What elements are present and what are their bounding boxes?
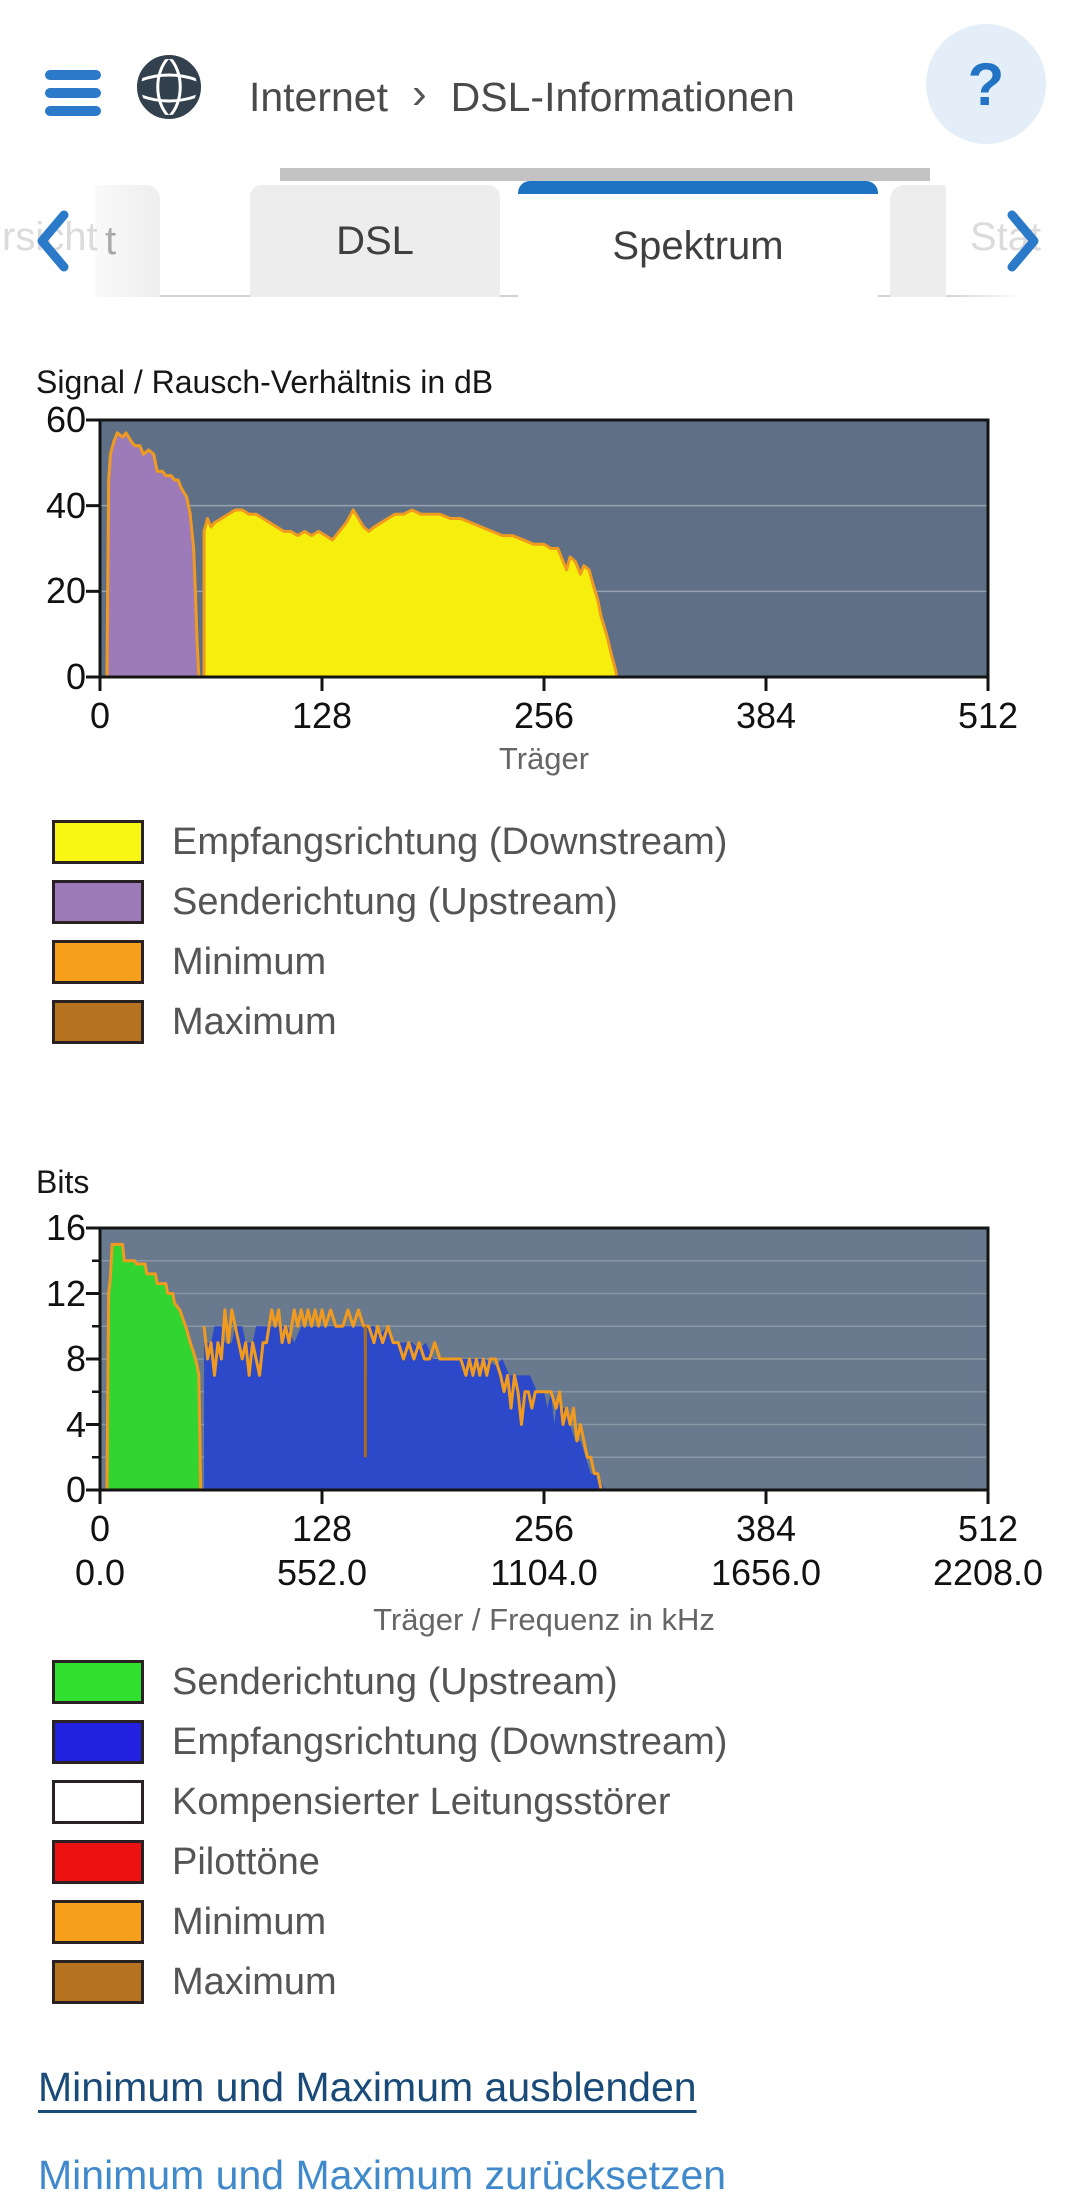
x-tick-label: 512 bbox=[957, 695, 1019, 736]
x-tick-label: 128 bbox=[291, 695, 353, 736]
bits-chart-title: Bits bbox=[36, 1164, 90, 1200]
tab-dsl[interactable]: DSL bbox=[250, 185, 500, 297]
legend-swatch bbox=[52, 1780, 144, 1824]
x-tick-label-frequency: 2208.0 bbox=[932, 1552, 1044, 1593]
bits-chart: 0 4 8 12 16 0 0.0 128 552.0 256 1104.0 384 1656.0 512… bbox=[0, 1207, 1080, 1648]
tabs-scroll-left-icon[interactable] bbox=[32, 209, 74, 278]
legend-item: Empfangsrichtung (Downstream) bbox=[52, 820, 727, 864]
y-tick-label: 20 bbox=[45, 570, 86, 612]
legend-label: Senderichtung (Upstream) bbox=[172, 880, 618, 923]
y-tick-label: 0 bbox=[65, 1469, 86, 1510]
legend-swatch bbox=[52, 880, 144, 924]
legend-label: Kompensierter Leitungsstörer bbox=[172, 1780, 671, 1823]
legend-item: Pilottöne bbox=[52, 1840, 727, 1884]
legend-label: Senderichtung (Upstream) bbox=[172, 1660, 618, 1703]
legend-item: Senderichtung (Upstream) bbox=[52, 880, 727, 924]
menu-hamburger-icon[interactable] bbox=[45, 70, 101, 116]
tab-scroll-fade-left: rsicht bbox=[0, 181, 165, 297]
tab-scrollbar[interactable] bbox=[280, 168, 930, 181]
x-tick-label-frequency: 1656.0 bbox=[710, 1552, 822, 1593]
legend-item: Empfangsrichtung (Downstream) bbox=[52, 1720, 727, 1764]
x-tick-label: 384 bbox=[735, 695, 797, 736]
legend-label: Maximum bbox=[172, 1960, 337, 2003]
legend-item: Kompensierter Leitungsstörer bbox=[52, 1780, 727, 1824]
x-tick-label-frequency: 0.0 bbox=[74, 1552, 126, 1593]
legend-swatch bbox=[52, 940, 144, 984]
snr-chart: 0 20 40 60 0 128 256 384 512 Träger bbox=[0, 399, 1080, 820]
x-axis-title: Träger / Frequenz in kHz bbox=[373, 1602, 715, 1637]
legend-swatch bbox=[52, 1840, 144, 1884]
legend-item: Maximum bbox=[52, 1960, 727, 2004]
x-tick-label: 256 bbox=[513, 695, 575, 736]
legend-item: Minimum bbox=[52, 1900, 727, 1944]
x-tick-label: 512 bbox=[957, 1508, 1019, 1549]
tab-strip: t DSL Spektrum rsicht Stat bbox=[0, 181, 1080, 299]
hide-min-max-link[interactable]: Minimum und Maximum ausblenden bbox=[38, 2064, 697, 2110]
breadcrumb-section[interactable]: Internet bbox=[248, 74, 388, 120]
tab-scroll-fade-right: Stat bbox=[942, 181, 1080, 297]
y-tick-label: 0 bbox=[65, 656, 86, 697]
y-tick-label: 4 bbox=[65, 1403, 86, 1445]
x-tick-label: 0 bbox=[89, 695, 111, 736]
reset-min-max-link[interactable]: Minimum und Maximum zurücksetzen bbox=[38, 2152, 727, 2198]
legend-swatch bbox=[52, 1000, 144, 1044]
legend-swatch bbox=[52, 1960, 144, 2004]
legend-label: Pilottöne bbox=[172, 1840, 320, 1883]
y-tick-label: 60 bbox=[45, 399, 86, 440]
x-tick-label: 384 bbox=[735, 1508, 797, 1549]
x-tick-label: 0 bbox=[89, 1508, 111, 1549]
breadcrumb-current: DSL-Informationen bbox=[450, 74, 795, 120]
legend-label: Minimum bbox=[172, 1900, 327, 1943]
plot-area bbox=[86, 418, 990, 691]
x-tick-label-frequency: 552.0 bbox=[276, 1552, 368, 1593]
snr-chart-title: Signal / Rausch-Verhältnis in dB bbox=[36, 364, 494, 400]
snr-chart-legend: Empfangsrichtung (Downstream) Senderichtu… bbox=[52, 820, 727, 1060]
y-tick-label: 40 bbox=[45, 484, 86, 526]
bits-chart-legend: Senderichtung (Upstream) Empfangsrichtung… bbox=[52, 1660, 727, 2020]
tab-spektrum[interactable]: Spektrum bbox=[518, 181, 878, 299]
legend-label: Empfangsrichtung (Downstream) bbox=[172, 1720, 728, 1763]
help-button[interactable]: ? bbox=[926, 24, 1046, 144]
y-tick-label: 16 bbox=[45, 1207, 86, 1248]
breadcrumb: Internet › DSL-Informationen bbox=[238, 68, 795, 121]
x-tick-label-frequency: 1104.0 bbox=[490, 1552, 598, 1593]
legend-item: Minimum bbox=[52, 940, 727, 984]
breadcrumb-separator-icon: › bbox=[412, 68, 427, 118]
internet-globe-icon bbox=[136, 54, 202, 125]
legend-swatch bbox=[52, 820, 144, 864]
legend-label: Empfangsrichtung (Downstream) bbox=[172, 820, 728, 863]
tabs-scroll-right-icon[interactable] bbox=[1002, 209, 1044, 278]
y-tick-label: 12 bbox=[45, 1272, 86, 1314]
plot-area bbox=[86, 1226, 990, 1504]
legend-label: Maximum bbox=[172, 1000, 337, 1043]
x-tick-label: 256 bbox=[513, 1508, 575, 1549]
x-axis-title: Träger bbox=[498, 741, 590, 776]
legend-swatch bbox=[52, 1720, 144, 1764]
x-tick-label: 128 bbox=[291, 1508, 353, 1549]
legend-item: Senderichtung (Upstream) bbox=[52, 1660, 727, 1704]
legend-item: Maximum bbox=[52, 1000, 727, 1044]
legend-label: Minimum bbox=[172, 940, 327, 983]
legend-swatch bbox=[52, 1900, 144, 1944]
tab-statistik-partial[interactable] bbox=[890, 185, 946, 297]
legend-swatch bbox=[52, 1660, 144, 1704]
y-tick-label: 8 bbox=[65, 1338, 86, 1379]
